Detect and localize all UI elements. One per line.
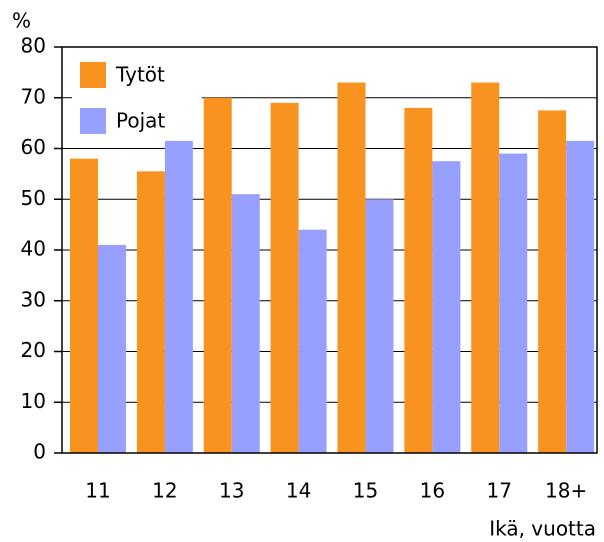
- bar: [98, 244, 126, 453]
- y-tick-label: 20: [21, 338, 46, 362]
- y-tick-label: 80: [21, 34, 46, 58]
- bar: [566, 140, 595, 453]
- bar: [136, 171, 165, 453]
- bar: [404, 107, 433, 454]
- y-tick-label: 30: [21, 287, 46, 311]
- plot-frame: [61, 46, 598, 454]
- y-tick-label: 10: [21, 389, 46, 413]
- x-tick-label: 12: [152, 479, 177, 503]
- x-tick-label: 16: [420, 479, 445, 503]
- y-tick-label: 70: [21, 84, 46, 108]
- y-tick-label: 60: [21, 135, 46, 159]
- bar: [270, 102, 299, 453]
- y-tick-label: 0: [33, 440, 46, 464]
- bar: [432, 161, 461, 453]
- x-tick-label: 18+: [545, 479, 587, 503]
- x-tick-label: 13: [219, 479, 244, 503]
- x-tick-label: 14: [286, 479, 311, 503]
- bar: [538, 110, 567, 453]
- legend-label: Tytöt: [115, 63, 165, 87]
- bar: [203, 97, 232, 453]
- y-axis-label: %: [12, 9, 31, 33]
- legend-label: Pojat: [116, 109, 165, 133]
- bar: [471, 82, 500, 454]
- bar: [499, 153, 528, 453]
- y-tick-label: 40: [21, 237, 46, 261]
- x-tick-label: 15: [353, 479, 378, 503]
- bar: [337, 82, 366, 454]
- legend-swatch: [80, 62, 106, 88]
- legend-swatch: [80, 108, 106, 134]
- bar: [164, 140, 193, 453]
- x-axis-label: Ikä, vuotta: [489, 517, 596, 541]
- bar: [231, 194, 260, 454]
- x-tick-label: 11: [85, 479, 110, 503]
- bar: [298, 229, 327, 453]
- y-tick-label: 50: [21, 186, 46, 210]
- bar: [365, 199, 394, 453]
- bar: [70, 158, 98, 453]
- x-tick-label: 17: [487, 479, 512, 503]
